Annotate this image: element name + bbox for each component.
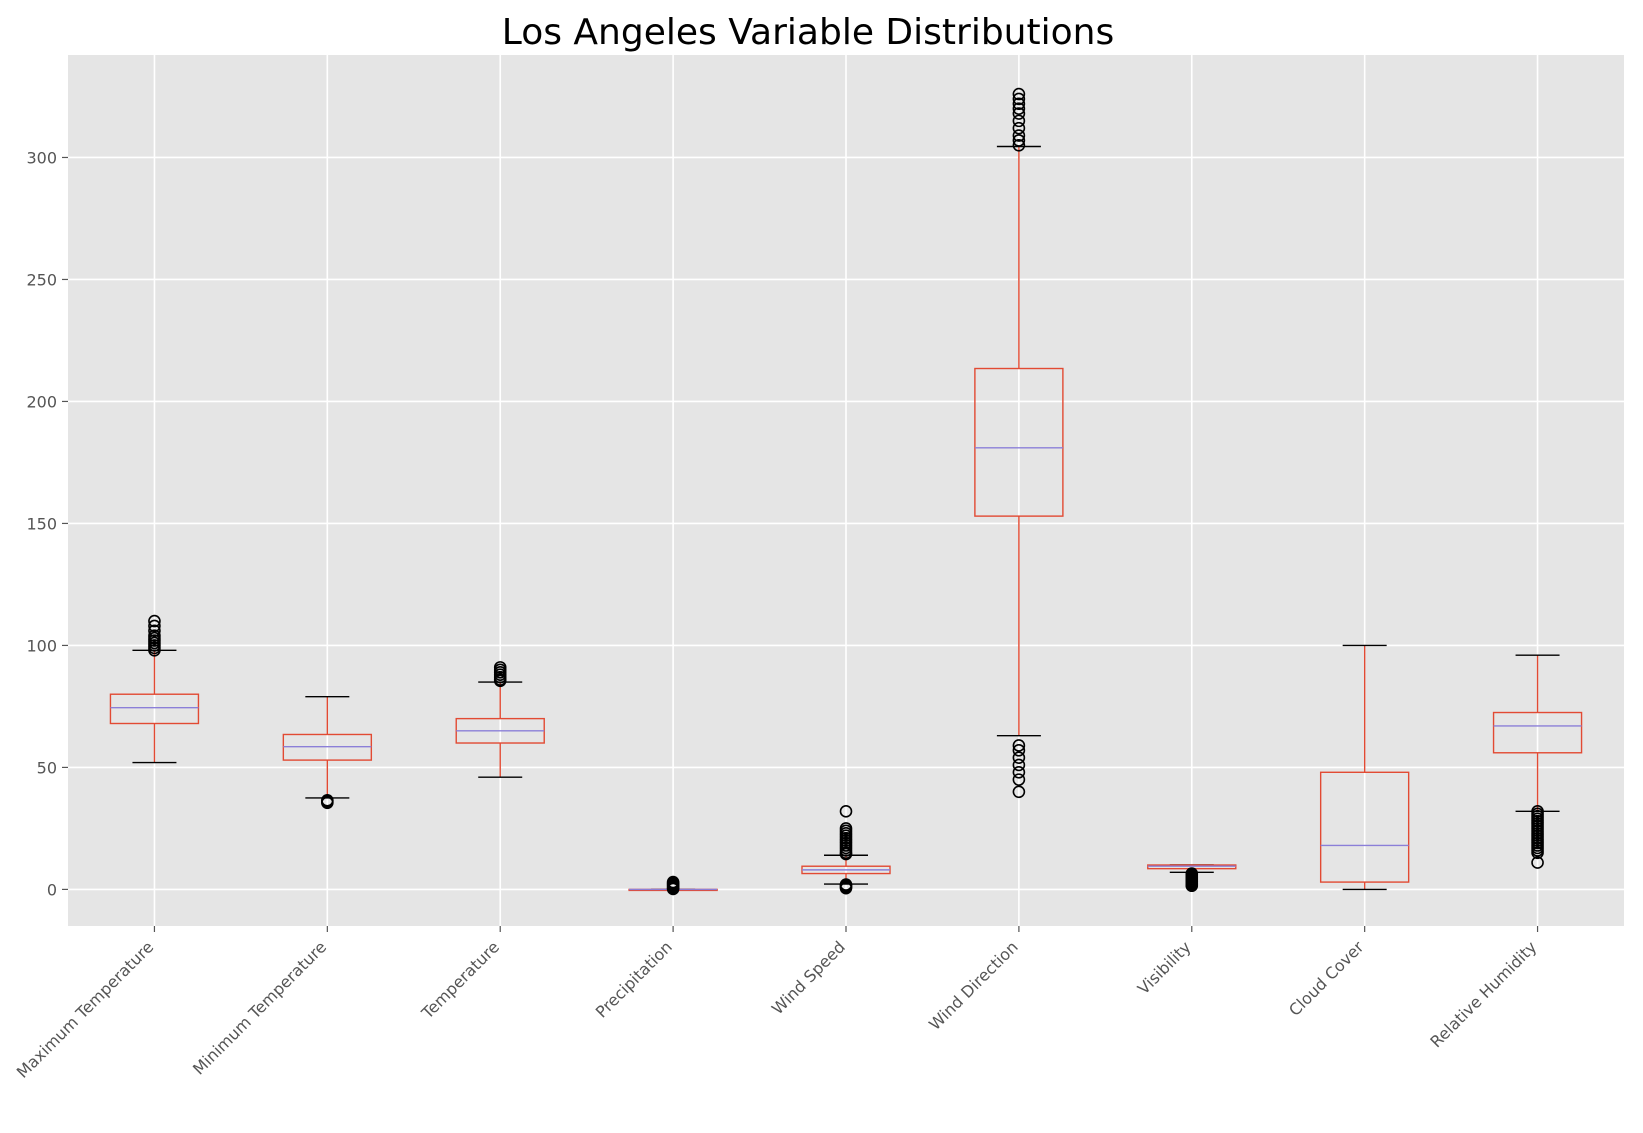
outlier-point [1012, 102, 1026, 115]
grid-layer [68, 55, 1624, 926]
y-tick-label: 250 [26, 270, 57, 289]
outlier-point [1012, 744, 1026, 757]
y-axis: 0 50 100 150 200 250 300 [26, 148, 68, 899]
outlier-point [839, 822, 853, 835]
outlier-point [321, 794, 334, 807]
y-tick-label: 300 [26, 148, 57, 167]
x-tick-label: Temperature [417, 937, 503, 1023]
x-tick-label: Precipitation [592, 937, 676, 1021]
x-axis: Maximum Temperature Minimum Temperature Te… [13, 926, 1540, 1082]
outlier-point [1012, 129, 1026, 142]
box-group [974, 87, 1064, 799]
y-tick-label: 0 [47, 880, 57, 899]
x-tick-label: Wind Speed [768, 937, 849, 1018]
outlier-point [148, 624, 161, 638]
box-group [1147, 864, 1237, 893]
outlier-point [1012, 739, 1026, 752]
outlier-point [1012, 134, 1026, 147]
outlier-point [148, 619, 161, 633]
box-group [109, 614, 200, 764]
outlier-point [1012, 758, 1026, 772]
x-tick-label: Cloud Cover [1285, 937, 1368, 1020]
outlier-point [1012, 97, 1026, 111]
outlier-point [1012, 773, 1026, 786]
outlier-point [1012, 765, 1026, 779]
outlier-point [1531, 856, 1544, 869]
x-tick-label: Visibility [1134, 937, 1195, 998]
chart-title: Los Angeles Variable Distributions [502, 12, 1114, 53]
outlier-point [1012, 114, 1026, 128]
y-tick-label: 50 [37, 758, 57, 777]
x-tick-label: Minimum Temperature [189, 937, 330, 1078]
iqr-box [1492, 711, 1583, 754]
outlier-point [1012, 785, 1026, 799]
iqr-box [974, 367, 1064, 517]
outlier-point [1012, 107, 1026, 120]
x-tick-label: Relative Humidity [1426, 937, 1540, 1051]
box-group [282, 695, 373, 810]
boxes-layer [109, 87, 1583, 896]
y-tick-label: 100 [26, 636, 57, 655]
box-group [628, 875, 718, 896]
outlier-point [148, 629, 161, 642]
x-tick-label: Wind Direction [925, 937, 1022, 1034]
iqr-box [1319, 771, 1410, 883]
outlier-point [1531, 805, 1544, 818]
outlier-point [1012, 138, 1026, 152]
outlier-point [839, 805, 853, 818]
box-group [801, 805, 891, 895]
y-tick-label: 200 [26, 392, 57, 411]
y-tick-label: 150 [26, 514, 57, 533]
outlier-point [148, 614, 161, 628]
outlier-point [1185, 867, 1199, 880]
x-tick-label: Maximum Temperature [13, 937, 157, 1081]
box-group [1319, 644, 1410, 891]
box-group [1492, 654, 1583, 869]
outlier-point [1012, 87, 1026, 101]
box-group [455, 661, 545, 778]
outlier-point [839, 878, 853, 891]
outlier-point [493, 661, 507, 674]
outlier-point [1012, 121, 1026, 135]
outlier-point [666, 875, 680, 889]
outlier-point [1012, 751, 1026, 764]
iqr-box [109, 693, 200, 725]
outlier-point [1012, 92, 1026, 106]
